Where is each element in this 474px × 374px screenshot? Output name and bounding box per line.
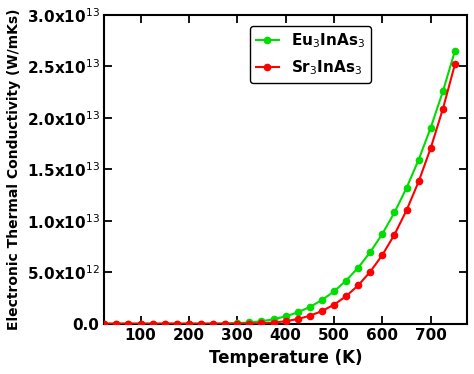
Eu$_3$InAs$_3$	[210, 321, 216, 326]
Eu$_3$InAs$_3$	[356, 265, 361, 270]
Sr$_3$InAs$_3$	[367, 269, 373, 274]
Sr$_3$InAs$_3$	[186, 321, 192, 326]
Eu$_3$InAs$_3$	[392, 210, 397, 215]
Y-axis label: Electronic Thermal Conductivity (W/mKs): Electronic Thermal Conductivity (W/mKs)	[7, 9, 21, 330]
Sr$_3$InAs$_3$	[198, 321, 204, 326]
Eu$_3$InAs$_3$	[101, 321, 107, 326]
Sr$_3$InAs$_3$	[235, 321, 240, 326]
Sr$_3$InAs$_3$	[331, 303, 337, 307]
Sr$_3$InAs$_3$	[222, 321, 228, 326]
Eu$_3$InAs$_3$	[162, 321, 168, 326]
Sr$_3$InAs$_3$	[283, 319, 289, 324]
Sr$_3$InAs$_3$	[271, 320, 276, 325]
Sr$_3$InAs$_3$	[174, 321, 180, 326]
Eu$_3$InAs$_3$	[380, 232, 385, 236]
Eu$_3$InAs$_3$	[416, 157, 421, 162]
Sr$_3$InAs$_3$	[137, 321, 143, 326]
Sr$_3$InAs$_3$	[307, 313, 313, 318]
Sr$_3$InAs$_3$	[295, 317, 301, 321]
Sr$_3$InAs$_3$	[416, 179, 421, 184]
Eu$_3$InAs$_3$	[452, 49, 458, 53]
Eu$_3$InAs$_3$	[271, 317, 276, 322]
Eu$_3$InAs$_3$	[283, 314, 289, 319]
Line: Eu$_3$InAs$_3$: Eu$_3$InAs$_3$	[101, 48, 458, 327]
Sr$_3$InAs$_3$	[162, 321, 168, 326]
Sr$_3$InAs$_3$	[380, 253, 385, 257]
Sr$_3$InAs$_3$	[440, 107, 446, 111]
Eu$_3$InAs$_3$	[307, 305, 313, 309]
Eu$_3$InAs$_3$	[428, 125, 434, 130]
Eu$_3$InAs$_3$	[246, 320, 252, 325]
Sr$_3$InAs$_3$	[210, 321, 216, 326]
Sr$_3$InAs$_3$	[392, 232, 397, 237]
Sr$_3$InAs$_3$	[150, 321, 155, 326]
Sr$_3$InAs$_3$	[452, 62, 458, 67]
Eu$_3$InAs$_3$	[174, 321, 180, 326]
Eu$_3$InAs$_3$	[343, 278, 349, 283]
Eu$_3$InAs$_3$	[113, 321, 119, 326]
Sr$_3$InAs$_3$	[126, 321, 131, 326]
Sr$_3$InAs$_3$	[356, 283, 361, 288]
Eu$_3$InAs$_3$	[319, 298, 325, 302]
Sr$_3$InAs$_3$	[101, 321, 107, 326]
Eu$_3$InAs$_3$	[367, 250, 373, 254]
Eu$_3$InAs$_3$	[150, 321, 155, 326]
Eu$_3$InAs$_3$	[137, 321, 143, 326]
X-axis label: Temperature (K): Temperature (K)	[209, 349, 363, 367]
Sr$_3$InAs$_3$	[404, 208, 410, 212]
Eu$_3$InAs$_3$	[331, 289, 337, 294]
Eu$_3$InAs$_3$	[235, 321, 240, 325]
Eu$_3$InAs$_3$	[186, 321, 192, 326]
Line: Sr$_3$InAs$_3$: Sr$_3$InAs$_3$	[101, 61, 458, 327]
Eu$_3$InAs$_3$	[198, 321, 204, 326]
Sr$_3$InAs$_3$	[259, 321, 264, 325]
Sr$_3$InAs$_3$	[246, 321, 252, 326]
Eu$_3$InAs$_3$	[222, 321, 228, 326]
Eu$_3$InAs$_3$	[259, 319, 264, 324]
Sr$_3$InAs$_3$	[343, 294, 349, 298]
Sr$_3$InAs$_3$	[319, 309, 325, 313]
Sr$_3$InAs$_3$	[113, 321, 119, 326]
Sr$_3$InAs$_3$	[428, 145, 434, 150]
Eu$_3$InAs$_3$	[404, 186, 410, 190]
Eu$_3$InAs$_3$	[126, 321, 131, 326]
Legend: Eu$_3$InAs$_3$, Sr$_3$InAs$_3$: Eu$_3$InAs$_3$, Sr$_3$InAs$_3$	[250, 25, 371, 83]
Eu$_3$InAs$_3$	[295, 310, 301, 315]
Eu$_3$InAs$_3$	[440, 89, 446, 94]
